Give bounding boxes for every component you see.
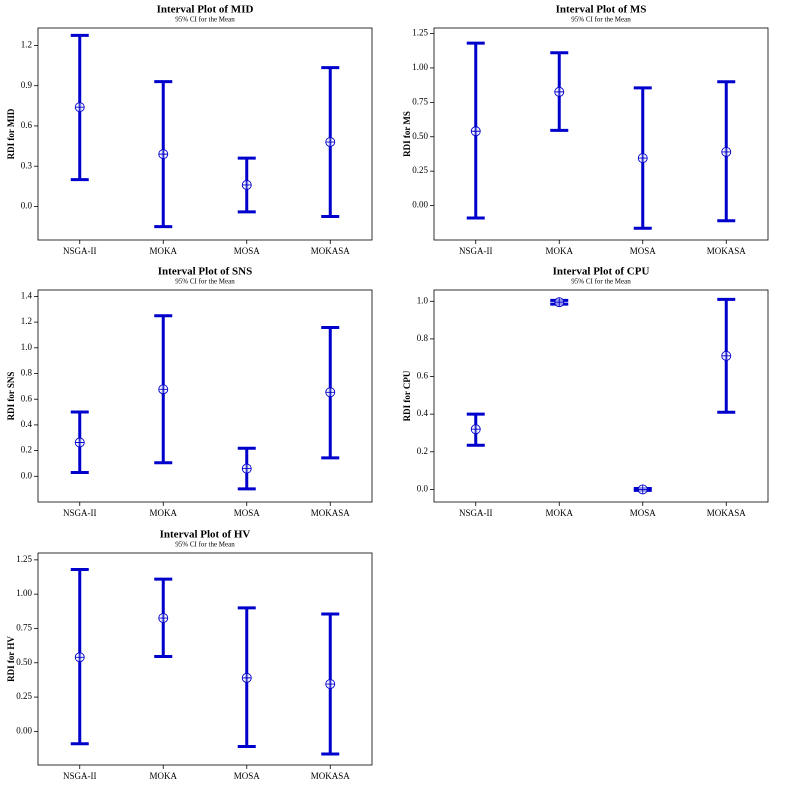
y-tick-label: 1.4 (21, 290, 33, 300)
chart-title: Interval Plot of SNS (158, 266, 252, 278)
mean-cross (158, 384, 168, 394)
mean-cross (554, 297, 564, 307)
x-tick-label: MOKA (545, 508, 573, 518)
y-tick-label: 1.0 (21, 342, 33, 352)
x-tick-label: MOKASA (311, 246, 351, 256)
y-axis-label: RDI for HV (6, 636, 16, 682)
y-tick-label: 0.25 (16, 691, 32, 701)
x-tick-label: MOKASA (707, 508, 747, 518)
x-tick-label: NSGA-II (63, 508, 97, 518)
mean-cross (242, 673, 252, 683)
x-tick-label: NSGA-II (459, 246, 493, 256)
y-tick-label: 1.25 (16, 554, 32, 564)
y-tick-label: 0.00 (412, 200, 428, 210)
y-tick-label: 0.6 (417, 371, 429, 381)
y-tick-label: 1.00 (412, 62, 428, 72)
mean-cross (325, 387, 335, 397)
x-tick-label: NSGA-II (63, 771, 97, 781)
x-tick-label: MOKA (149, 771, 177, 781)
y-tick-label: 0.50 (16, 657, 32, 667)
chart-subtitle: 95% CI for the Mean (175, 16, 235, 24)
y-tick-label: 0.8 (417, 333, 429, 343)
mean-cross (325, 679, 335, 689)
chart-subtitle: 95% CI for the Mean (175, 541, 235, 549)
mean-cross (471, 126, 481, 136)
mean-cross (75, 102, 85, 112)
chart-title: Interval Plot of CPU (553, 266, 650, 278)
y-axis-label: RDI for SNS (6, 372, 16, 421)
mean-cross (242, 464, 252, 474)
plot-area (37, 289, 373, 503)
y-tick-label: 0.4 (417, 408, 429, 418)
mean-cross (75, 652, 85, 662)
mean-cross (242, 180, 252, 190)
mean-cross (325, 137, 335, 147)
x-tick-label: MOSA (630, 246, 657, 256)
mean-cross (721, 147, 731, 157)
chart-title: Interval Plot of HV (160, 529, 251, 541)
mean-cross (75, 438, 85, 448)
y-tick-label: 0.25 (412, 165, 428, 175)
mean-cross (158, 613, 168, 623)
y-tick-label: 0.6 (21, 120, 33, 130)
y-tick-label: 1.0 (417, 295, 429, 305)
chart-subtitle: 95% CI for the Mean (571, 278, 631, 286)
x-tick-label: MOKA (149, 246, 177, 256)
plot-area (433, 27, 769, 241)
y-tick-label: 0.4 (21, 419, 33, 429)
y-tick-label: 0.0 (21, 201, 33, 211)
plot-area (37, 27, 373, 241)
x-tick-label: MOSA (234, 508, 261, 518)
x-tick-label: NSGA-II (459, 508, 493, 518)
mean-cross (721, 351, 731, 361)
y-tick-label: 1.00 (16, 588, 32, 598)
x-tick-label: MOKA (149, 508, 177, 518)
mean-cross (158, 149, 168, 159)
y-tick-label: 0.3 (21, 160, 33, 170)
x-tick-label: MOKA (545, 246, 573, 256)
y-tick-label: 0.0 (417, 483, 429, 493)
x-tick-label: MOKASA (311, 771, 351, 781)
y-axis-label: RDI for MS (402, 111, 412, 157)
x-tick-label: MOSA (234, 771, 261, 781)
y-tick-label: 1.25 (412, 28, 428, 38)
y-axis-label: RDI for MID (6, 108, 16, 159)
plot-area (37, 552, 373, 766)
plot-area (433, 289, 769, 503)
y-tick-label: 0.6 (21, 393, 33, 403)
y-tick-label: 0.2 (417, 446, 428, 456)
y-tick-label: 0.0 (21, 470, 33, 480)
mean-cross (554, 87, 564, 97)
chart-subtitle: 95% CI for the Mean (175, 278, 235, 286)
chart-title: Interval Plot of MID (157, 4, 254, 16)
y-tick-label: 0.9 (21, 80, 33, 90)
chart-subtitle: 95% CI for the Mean (571, 16, 631, 24)
y-tick-label: 0.75 (412, 96, 428, 106)
chart-title: Interval Plot of MS (556, 4, 647, 16)
x-tick-label: MOKASA (707, 246, 747, 256)
mean-cross (638, 153, 648, 163)
y-tick-label: 0.2 (21, 445, 32, 455)
y-axis-label: RDI for CPU (402, 370, 412, 421)
x-tick-label: NSGA-II (63, 246, 97, 256)
y-tick-label: 1.2 (21, 40, 32, 50)
y-tick-label: 0.75 (16, 623, 32, 633)
x-tick-label: MOSA (234, 246, 261, 256)
y-tick-label: 0.50 (412, 131, 428, 141)
y-tick-label: 0.8 (21, 368, 33, 378)
mean-cross (471, 424, 481, 434)
y-tick-label: 0.00 (16, 725, 32, 735)
mean-cross (638, 484, 648, 494)
x-tick-label: MOKASA (311, 508, 351, 518)
x-tick-label: MOSA (630, 508, 657, 518)
y-tick-label: 1.2 (21, 316, 32, 326)
